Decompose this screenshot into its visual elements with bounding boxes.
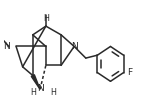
Polygon shape (31, 75, 40, 89)
Text: H: H (43, 14, 49, 23)
Text: H: H (50, 88, 56, 97)
Text: N: N (3, 42, 10, 51)
Text: N: N (37, 84, 43, 93)
Text: N: N (71, 42, 78, 51)
Text: F: F (127, 68, 132, 77)
Text: H: H (30, 88, 36, 97)
